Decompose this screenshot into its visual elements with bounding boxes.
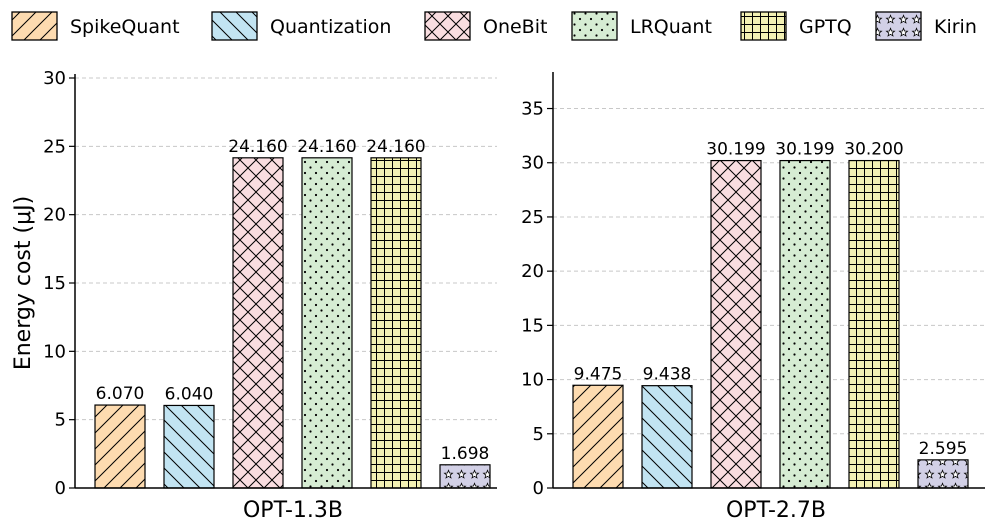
value-label: 9.438 bbox=[643, 365, 692, 385]
y-tick-label: 10 bbox=[521, 370, 544, 391]
value-label: 9.475 bbox=[574, 364, 623, 384]
bar-opt-1-3b-spikequant bbox=[94, 404, 146, 489]
y-tick-label: 5 bbox=[533, 424, 544, 445]
value-label: 6.040 bbox=[165, 384, 214, 404]
bar-opt-1-3b-kirin bbox=[439, 464, 491, 489]
bar-opt-2-7b-lrquant bbox=[779, 159, 831, 489]
legend-label-quantization: Quantization bbox=[270, 16, 391, 38]
bar-opt-1-3b-gptq bbox=[370, 157, 422, 489]
legend-swatch-spikequant bbox=[11, 11, 58, 41]
legend-label-gptq: GPTQ bbox=[799, 16, 852, 38]
value-label: 24.160 bbox=[228, 137, 287, 157]
legend-label-lrquant: LRQuant bbox=[630, 16, 712, 38]
bar-opt-1-3b-lrquant bbox=[301, 157, 353, 489]
legend-label-kirin: Kirin bbox=[934, 16, 977, 38]
value-label: 24.160 bbox=[297, 137, 356, 157]
y-tick-label: 30 bbox=[521, 153, 544, 174]
y-tick-label: 25 bbox=[521, 207, 544, 228]
value-label: 30.199 bbox=[706, 140, 765, 160]
value-label: 30.200 bbox=[844, 140, 903, 160]
value-label: 24.160 bbox=[366, 137, 425, 157]
bar-opt-1-3b-quantization bbox=[163, 404, 215, 489]
legend-swatch-onebit bbox=[424, 11, 471, 41]
y-tick-label: 20 bbox=[521, 261, 544, 282]
bar-opt-2-7b-onebit bbox=[710, 159, 762, 489]
value-label: 1.698 bbox=[441, 444, 490, 464]
y-tick-label: 35 bbox=[521, 99, 544, 120]
y-tick-label: 0 bbox=[55, 478, 66, 499]
legend-swatch-lrquant bbox=[571, 11, 618, 41]
legend-label-onebit: OneBit bbox=[483, 16, 547, 38]
value-label: 2.595 bbox=[919, 439, 968, 459]
bar-opt-2-7b-gptq bbox=[848, 159, 900, 489]
panel-opt-1-3b: 6.070 6.040 24.160 24.160 24.160 1.698 0 5 10 15 2… bbox=[43, 68, 497, 523]
legend: SpikeQuant Quantization OneBit LRQuant GPTQ K… bbox=[11, 11, 977, 41]
bar-opt-2-7b-spikequant bbox=[572, 384, 624, 489]
legend-swatch-quantization bbox=[211, 11, 258, 41]
x-category-label-opt-1-3b: OPT-1.3B bbox=[243, 498, 343, 523]
bar-opt-1-3b-onebit bbox=[232, 157, 284, 489]
bar-opt-2-7b-kirin bbox=[917, 459, 969, 489]
y-tick-label: 15 bbox=[521, 315, 544, 336]
value-label: 30.199 bbox=[775, 140, 834, 160]
bar-opt-2-7b-quantization bbox=[641, 385, 693, 489]
value-label: 6.070 bbox=[96, 384, 145, 404]
y-tick-label: 0 bbox=[533, 478, 544, 499]
y-axis-label: Energy cost (μJ) bbox=[11, 196, 36, 370]
legend-label-spikequant: SpikeQuant bbox=[70, 16, 180, 38]
y-tick-label: 30 bbox=[43, 68, 66, 89]
legend-swatch-kirin bbox=[875, 11, 922, 41]
y-tick-label: 20 bbox=[43, 205, 66, 226]
y-tick-label: 15 bbox=[43, 273, 66, 294]
panel-opt-2-7b: 9.475 9.438 30.199 30.199 30.200 2.595 0 5 10 15 2… bbox=[521, 72, 985, 523]
y-tick-label: 10 bbox=[43, 341, 66, 362]
y-tick-label: 25 bbox=[43, 136, 66, 157]
legend-swatch-gptq bbox=[740, 11, 787, 41]
y-tick-label: 5 bbox=[55, 410, 66, 431]
x-category-label-opt-2-7b: OPT-2.7B bbox=[726, 498, 826, 523]
